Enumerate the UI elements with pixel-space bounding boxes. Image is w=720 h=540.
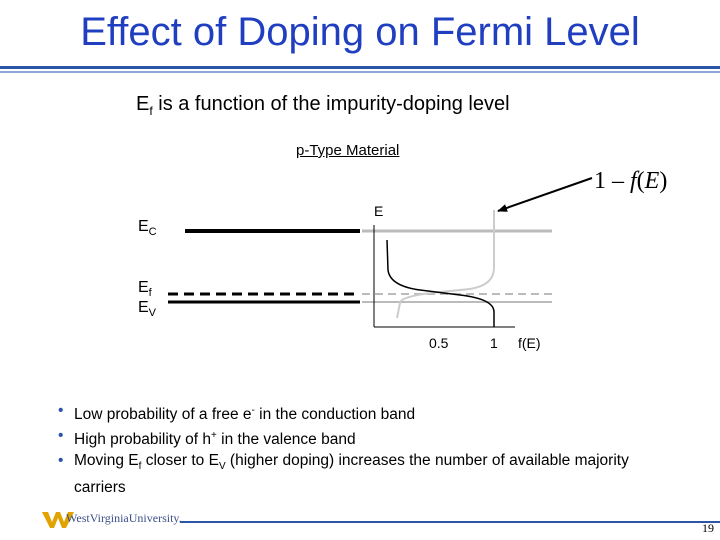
tick-label-half: 0.5 [429, 335, 449, 351]
axis-e-label: E [374, 203, 384, 219]
bullet-item: • Moving Ef closer to EV (higher doping) … [58, 452, 629, 497]
bullet-item: • High probability of h+ in the valence b… [58, 427, 356, 449]
label-ec: EC [138, 218, 157, 239]
title-underline [0, 66, 720, 69]
subtitle-rest: is a function of the impurity-doping lev… [152, 93, 510, 115]
university-logo [42, 512, 74, 528]
university-logo-text: WestVirginiaUniversity. [66, 511, 182, 525]
bullet-list: • Low probability of a free e- in the con… [56, 400, 676, 498]
curve-arrow [497, 177, 593, 212]
bullet-item: • Low probability of a free e- in the con… [58, 402, 416, 424]
subtitle-e: E [136, 93, 150, 115]
curve-label: 1 – f(E) [594, 168, 668, 194]
fermi-curve [386, 239, 495, 327]
subtitle: Ef is a function of the impurity-doping … [136, 93, 510, 118]
label-ev: EV [138, 299, 157, 320]
hole-curve [396, 210, 495, 319]
diagram-caption: p-Type Material [296, 142, 400, 159]
page-number: 19 [702, 521, 714, 535]
axis-fe-label: f(E) [518, 335, 541, 351]
label-ef: Ef [138, 279, 152, 300]
subtitle-sub: f [149, 104, 153, 118]
title-underline-secondary [0, 71, 720, 73]
page-title: Effect of Doping on Fermi Level [80, 10, 640, 54]
tick-label-one: 1 [490, 335, 498, 351]
footer-rule [180, 521, 720, 523]
